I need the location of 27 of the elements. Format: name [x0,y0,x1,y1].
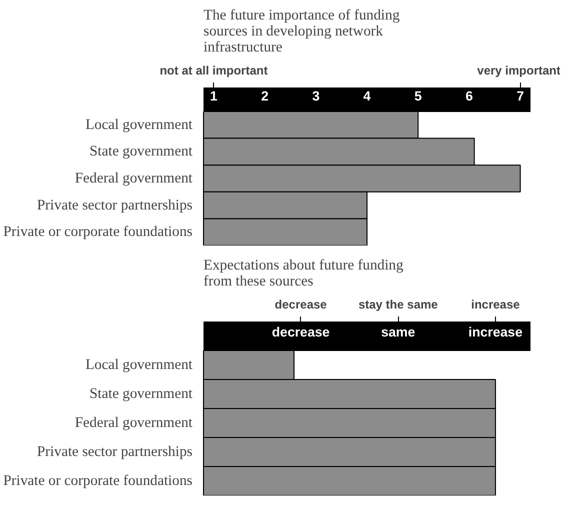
y-tick-label: Private or corporate foundations [3,224,193,240]
x-tick-label: 1 [210,88,218,104]
y-tick-label: Private sector partnerships [37,444,193,460]
x-tick-label: 6 [465,88,473,104]
x-tick-label: 2 [261,88,269,104]
text: increase [468,324,523,340]
text: very important [477,64,561,78]
y-tick-label: Local government [85,116,192,133]
text: not at all important [160,64,268,78]
text: decrease [274,298,328,312]
y-tick-label: State government [90,386,193,402]
y-tick-label: Federal government [74,415,193,431]
chart-title: The future importance of funding sources in developing network infrastructure [204,8,400,56]
y-tick-label: Private sector partnerships [37,197,193,214]
text: increase [471,298,520,312]
x-tick-label: 7 [516,88,524,104]
y-tick-label: Local government [85,357,192,373]
chart-title: Expectations about future funding from these sources [204,258,404,290]
text: stay the same [358,298,438,312]
text: decrease [272,324,330,340]
text: same [381,324,416,340]
x-tick-label: 5 [414,88,422,104]
x-tick-label: 4 [363,88,372,104]
x-tick-label: 3 [312,88,320,104]
y-tick-label: Private or corporate foundations [3,473,193,489]
y-tick-label: State government [90,144,193,160]
y-tick-label: Federal government [74,170,193,186]
